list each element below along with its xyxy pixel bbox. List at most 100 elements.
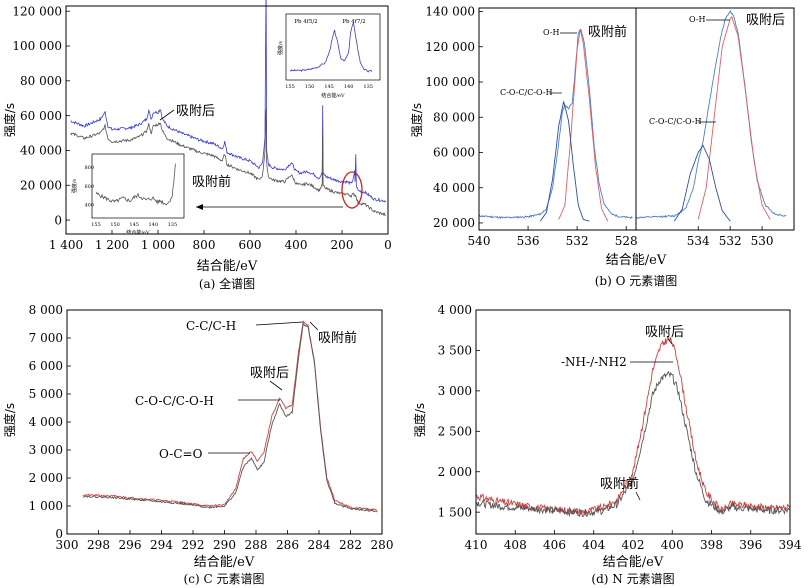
panel-b-ytick-label-1: 40 000 <box>433 181 475 195</box>
panel-c-xtick-label-3: 294 <box>150 538 173 552</box>
panel-d-frame <box>475 309 791 535</box>
panel-c-label-before: 吸附前 <box>318 330 357 346</box>
panel-a-x-axis-label: 结合能/eV <box>197 259 258 274</box>
inset-bottom-x-label: 结合能/eV <box>126 229 150 236</box>
panel-b-left-xtick-label-3: 528 <box>615 234 638 248</box>
inset-top-xtick-label-3: 140 <box>344 84 354 90</box>
panel-b: 20 000 40 000 60 000 80 000 100 000 120 000 14… <box>409 5 795 288</box>
panel-d-y-tick-labels: 1 500 2 000 2 500 3 000 3 500 4 000 <box>438 303 472 519</box>
panel-b-right-coc-label: C-O-C/C-O-H <box>649 117 702 126</box>
panel-c-x-axis-label: 结合能/eV <box>194 555 255 570</box>
panel-d-series-0 <box>475 336 791 516</box>
panel-d-ytick-label-4: 3 500 <box>438 344 472 358</box>
panel-d-x-tick-labels: 410 408 406 404 402 400 398 396 394 <box>465 538 802 552</box>
panel-d-ytick-label-3: 3 000 <box>438 384 472 398</box>
panel-d-x-axis-label: 结合能/eV <box>603 555 664 570</box>
panel-b-x-axis-label: 结合能/eV <box>606 253 667 268</box>
panel-c-frame <box>66 309 383 535</box>
panel-b-left-series-2 <box>539 101 590 222</box>
panel-b-left-coc-label: C-O-C/C-O-H <box>500 88 553 97</box>
panel-c-label-coc: C-O-C/C-O-H <box>135 394 214 408</box>
panel-a-label-after: 吸附后 <box>176 104 215 119</box>
inset-bottom-frame <box>91 153 185 219</box>
panel-c-ytick-label-8: 8 000 <box>29 303 63 317</box>
panel-c-label-oco: O-C=O <box>159 447 203 461</box>
panel-c-y-axis-label: 强度/s <box>2 403 17 437</box>
panel-d-label-nh: -NH-/-NH2 <box>561 355 627 369</box>
panel-a-xtick-label-4: 600 <box>239 238 262 252</box>
panel-a-ytick-label-4: 80 000 <box>20 74 62 88</box>
inset-top-x-tick-labels: 155 150 145 140 135 <box>285 84 373 90</box>
inset-top-xtick-label-2: 145 <box>324 84 334 90</box>
inset-bottom-xtick-label-4: 135 <box>168 222 178 228</box>
inset-bottom-y-label: 强度/s <box>71 178 78 193</box>
panel-d-arrow-before <box>635 491 641 501</box>
panel-a-xtick-label-6: 200 <box>331 238 354 252</box>
panel-a-frame <box>65 5 389 235</box>
panel-d-series-1 <box>475 370 791 518</box>
panel-d-xtick-label-8: 394 <box>779 538 802 552</box>
panel-a-inset-top: 155 150 145 140 135 结合能/eV 强度/s Pb 4f5/2 Pb … <box>277 13 381 99</box>
panel-c-arrow-cc <box>255 321 304 326</box>
inset-bottom-y-tick-labels: 800 600 400 <box>84 165 94 208</box>
panel-b-left-xtick-label-1: 536 <box>517 234 540 248</box>
inset-bottom-xtick-label-0: 155 <box>91 222 101 228</box>
panel-c-label-after: 吸附后 <box>250 366 289 381</box>
panel-a-ytick-label-3: 60 000 <box>20 109 62 123</box>
panel-d-xtick-label-3: 404 <box>582 538 605 552</box>
inset-bottom-xtick-label-3: 140 <box>148 222 158 228</box>
panel-b-right-series-1 <box>697 15 771 220</box>
panel-b-right-series-0 <box>635 9 787 219</box>
panel-a-x-tick-labels: 1 400 1 200 1 000 800 600 400 200 0 <box>49 238 392 252</box>
inset-bottom-ytick-label-0: 800 <box>84 165 94 171</box>
panel-c-xtick-label-9: 282 <box>339 538 362 552</box>
panel-b-left-series-0 <box>478 28 633 220</box>
panel-b-ytick-label-2: 60 000 <box>433 146 475 160</box>
panel-b-right-series-2 <box>673 144 731 222</box>
panel-d-arrow-after <box>667 338 673 345</box>
panel-c-xtick-label-1: 298 <box>87 538 110 552</box>
panel-a-ytick-label-6: 120 000 <box>12 4 62 18</box>
panel-a-series-1 <box>70 109 386 217</box>
panel-a-arrow-after <box>159 109 175 121</box>
panel-b-right-xtick-label-1: 532 <box>719 234 742 248</box>
panel-c-ytick-label-4: 4 000 <box>29 415 63 429</box>
panel-c-caption: (c) C 元素谱图 <box>184 572 265 586</box>
panel-a-inset-bottom: 800 600 400 155 150 145 140 135 结合能/eV 强度/s <box>71 153 185 236</box>
panel-d-xtick-label-5: 400 <box>661 538 684 552</box>
panel-b-ytick-label-0: 20 000 <box>433 216 475 230</box>
panel-a-series-0 <box>70 0 387 203</box>
panel-c-ytick-label-0: 0 <box>55 527 63 541</box>
panel-d-label-after: 吸附后 <box>645 325 684 340</box>
panel-b-ytick-label-4: 100 000 <box>425 75 475 89</box>
panel-a-label-before: 吸附前 <box>192 174 231 190</box>
panel-b-right-xtick-label-2: 530 <box>751 234 774 248</box>
inset-top-xtick-label-4: 135 <box>363 84 373 90</box>
panel-b-y-axis-label: 强度/s <box>409 103 424 137</box>
panel-c-ytick-label-6: 6 000 <box>29 359 63 373</box>
panel-c-xtick-label-8: 284 <box>308 538 331 552</box>
inset-top-xtick-label-1: 150 <box>305 84 315 90</box>
panel-b-x-tick-labels: 540 536 532 528 534 532 530 <box>468 234 774 248</box>
panel-c-xtick-label-4: 292 <box>182 538 205 552</box>
inset-top-series <box>289 22 373 73</box>
panel-d-label-before: 吸附前 <box>600 476 639 492</box>
panel-b-left-oh-label: O-H <box>543 28 560 37</box>
panel-b-left-xtick-label-2: 532 <box>566 234 589 248</box>
panel-c-ytick-label-7: 7 000 <box>29 331 63 345</box>
panel-b-right-xtick-label-0: 534 <box>687 234 710 248</box>
panel-d-xtick-label-1: 408 <box>504 538 527 552</box>
panel-b-y-tick-labels: 20 000 40 000 60 000 80 000 100 000 120 000 14… <box>425 5 475 230</box>
inset-top-xtick-label-0: 155 <box>285 84 295 90</box>
panel-d: 1 500 2 000 2 500 3 000 3 500 4 000 410 408 406… <box>412 303 802 586</box>
panel-a-xtick-label-1: 1 200 <box>95 238 129 252</box>
panel-d-plot-area <box>475 309 791 534</box>
panel-d-ytick-label-5: 4 000 <box>438 303 472 317</box>
panel-c-series-0 <box>82 320 378 512</box>
panel-d-xtick-label-2: 406 <box>543 538 566 552</box>
panel-c-y-tick-labels: 0 1 000 2 000 3 000 4 000 5 000 6 000 7 000 8 00… <box>29 303 63 541</box>
panel-d-ytick-label-2: 2 500 <box>438 424 472 438</box>
panel-d-ytick-label-0: 1 500 <box>438 505 472 519</box>
panel-d-ytick-label-1: 2 000 <box>438 465 472 479</box>
